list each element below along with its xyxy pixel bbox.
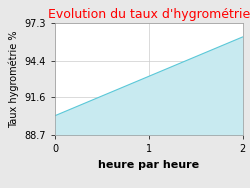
Title: Evolution du taux d'hygrométrie: Evolution du taux d'hygrométrie [48, 8, 250, 21]
X-axis label: heure par heure: heure par heure [98, 160, 199, 170]
Y-axis label: Taux hygrométrie %: Taux hygrométrie % [8, 30, 19, 128]
